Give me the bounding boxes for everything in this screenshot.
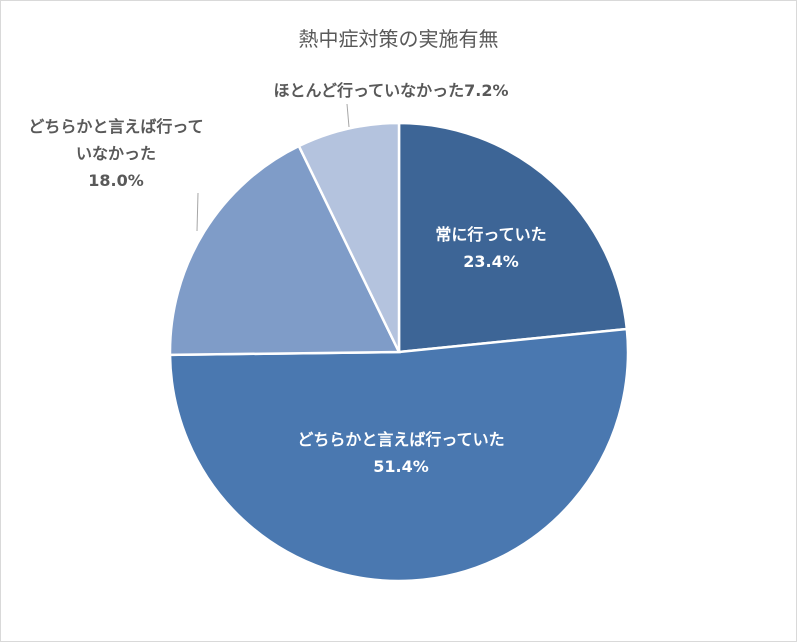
category-label: どちらかと言えば行っていなかった <box>28 117 204 163</box>
value-label: 23.4% <box>463 252 519 271</box>
value-label: 51.4% <box>373 457 429 476</box>
category-label: ほとんど行っていなかった <box>273 81 465 100</box>
value-label: 7.2% <box>464 81 509 100</box>
data-label: どちらかと言えば行っていなかった 18.0% <box>21 113 211 194</box>
pie-slice <box>168 327 630 583</box>
data-label: ほとんど行っていなかった7.2% <box>201 77 581 104</box>
chart-title: 熱中症対策の実施有無 <box>298 27 499 51</box>
data-label: 常に行っていた 23.4% <box>401 221 581 275</box>
category-label: 常に行っていた <box>435 225 547 244</box>
value-label: 18.0% <box>88 171 144 190</box>
pie-slice <box>397 121 629 354</box>
data-label: どちらかと言えば行っていた 51.4% <box>231 426 571 480</box>
category-label: どちらかと言えば行っていた <box>297 430 505 449</box>
pie-slice <box>297 121 401 353</box>
pie-slice <box>168 144 401 357</box>
leader-line <box>196 192 199 232</box>
leader-line <box>346 103 350 128</box>
